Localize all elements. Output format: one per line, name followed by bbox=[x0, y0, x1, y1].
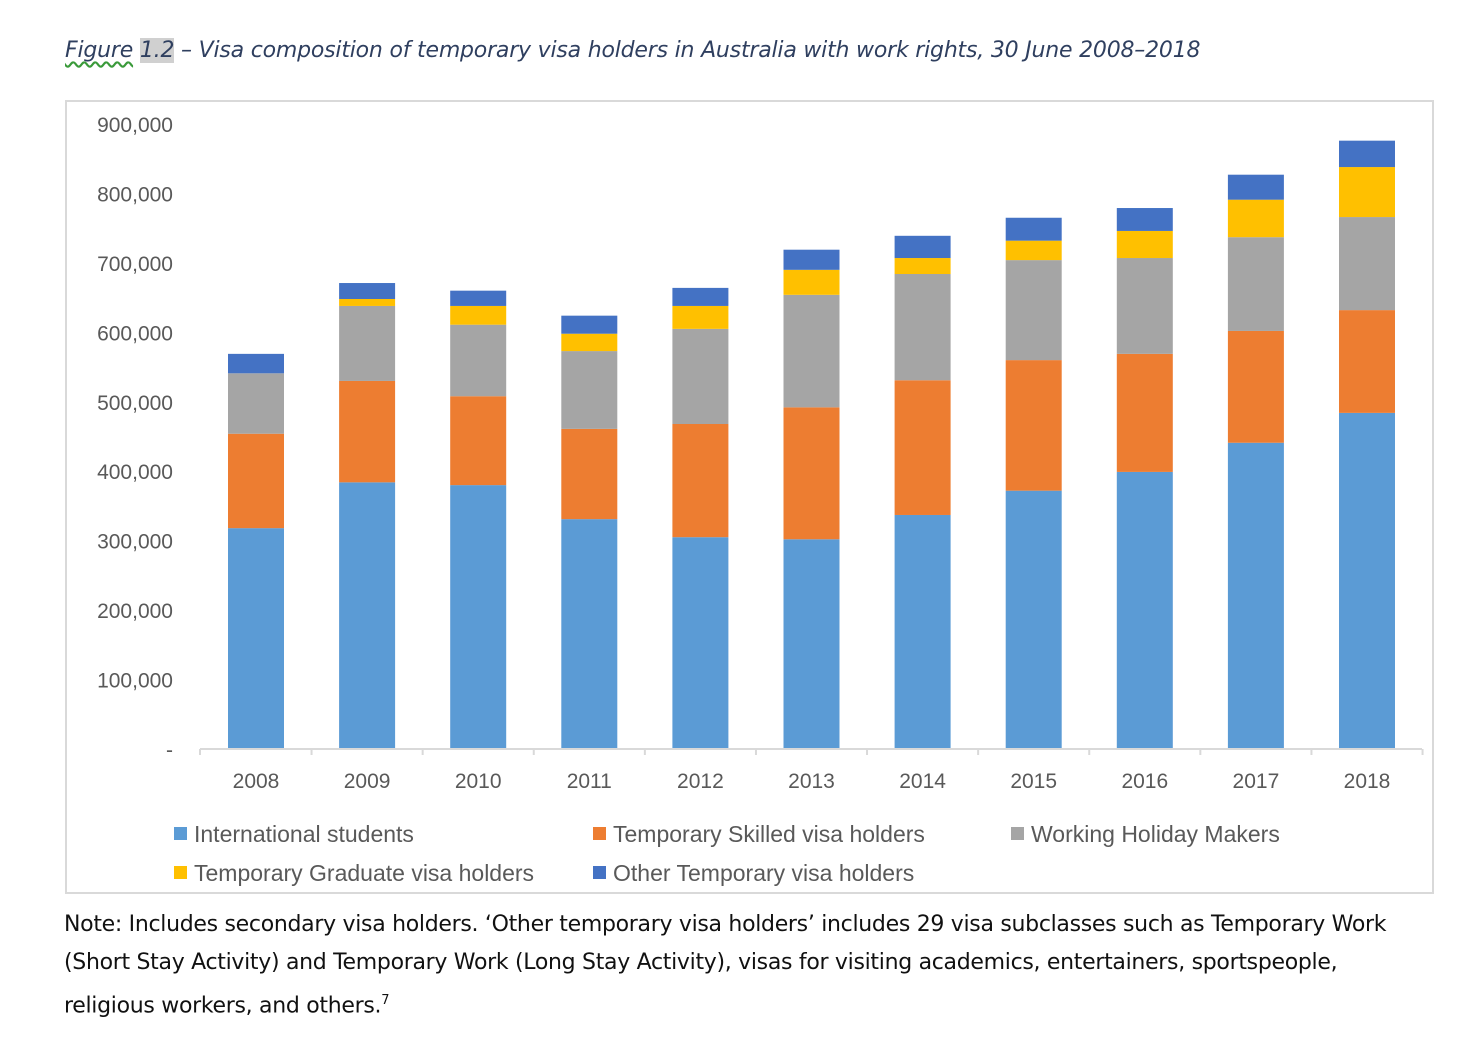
legend-swatch bbox=[174, 827, 187, 840]
bar-segment-temporary-graduate-visa-holders-2009 bbox=[339, 299, 396, 306]
figure-note: Note: Includes secondary visa holders. ‘… bbox=[64, 906, 1424, 1025]
bar-segment-temporary-skilled-visa-holders-2018 bbox=[1339, 310, 1395, 413]
bar-segment-international-students-2013 bbox=[783, 539, 840, 749]
y-axis: - 100,000 200,000 300,000 400,000 500,000 600,… bbox=[97, 114, 173, 762]
x-tick-label: 2008 bbox=[233, 770, 280, 793]
x-tick-label: 2009 bbox=[344, 770, 391, 793]
bar-segment-temporary-graduate-visa-holders-2014 bbox=[894, 258, 951, 274]
x-tick-label: 2011 bbox=[567, 770, 612, 793]
legend-label: Working Holiday Makers bbox=[1031, 821, 1280, 847]
bar-segment-other-temporary-visa-holders-2009 bbox=[339, 283, 396, 299]
bar-segment-temporary-skilled-visa-holders-2011 bbox=[561, 428, 618, 520]
bar-segment-temporary-graduate-visa-holders-2018 bbox=[1339, 167, 1395, 218]
bar-segment-other-temporary-visa-holders-2017 bbox=[1227, 174, 1284, 200]
x-tick-label: 2014 bbox=[899, 770, 946, 793]
x-tick-label: 2010 bbox=[455, 770, 502, 793]
legend: International students Temporary Skilled … bbox=[174, 821, 1280, 886]
bar-segment-temporary-graduate-visa-holders-2017 bbox=[1227, 199, 1284, 238]
bar-segment-temporary-skilled-visa-holders-2013 bbox=[783, 407, 840, 540]
legend-label: Other Temporary visa holders bbox=[613, 860, 914, 886]
bar-segment-other-temporary-visa-holders-2016 bbox=[1116, 208, 1173, 231]
note-text: Note: Includes secondary visa holders. ‘… bbox=[64, 912, 1387, 1019]
bar-segment-working-holiday-makers-2011 bbox=[561, 351, 618, 429]
bar-segment-international-students-2016 bbox=[1116, 471, 1173, 749]
bar-segment-temporary-graduate-visa-holders-2013 bbox=[783, 269, 840, 295]
x-tick-label: 2016 bbox=[1121, 770, 1168, 793]
figure-number: 1.2 bbox=[139, 38, 175, 63]
legend-swatch bbox=[1011, 827, 1024, 840]
legend-label: International students bbox=[194, 821, 414, 847]
y-tick-label: 800,000 bbox=[97, 183, 173, 206]
legend-label: Temporary Skilled visa holders bbox=[613, 821, 925, 847]
bar-segment-other-temporary-visa-holders-2015 bbox=[1005, 217, 1062, 241]
bar-segment-temporary-skilled-visa-holders-2014 bbox=[894, 380, 951, 515]
bar-segment-international-students-2012 bbox=[672, 537, 729, 749]
y-tick-label: 400,000 bbox=[97, 461, 173, 484]
x-tick-label: 2012 bbox=[677, 770, 724, 793]
bar-segment-other-temporary-visa-holders-2008 bbox=[228, 353, 284, 374]
bar-segment-temporary-graduate-visa-holders-2011 bbox=[561, 333, 618, 352]
legend-swatch bbox=[593, 866, 606, 879]
y-tick-label: 500,000 bbox=[97, 392, 173, 415]
bar-segment-temporary-graduate-visa-holders-2016 bbox=[1116, 230, 1173, 259]
y-tick-label: 700,000 bbox=[97, 253, 173, 276]
x-tick-label: 2018 bbox=[1344, 770, 1391, 793]
x-tick-label: 2013 bbox=[788, 770, 835, 793]
bar-segment-working-holiday-makers-2018 bbox=[1339, 217, 1395, 311]
y-tick-label: 100,000 bbox=[97, 670, 173, 693]
bar-segment-working-holiday-makers-2010 bbox=[450, 324, 507, 397]
bar-segment-international-students-2017 bbox=[1227, 442, 1284, 749]
bar-segment-temporary-skilled-visa-holders-2009 bbox=[339, 380, 396, 483]
figure-title: Figure 1.2 – Visa composition of tempora… bbox=[65, 38, 1201, 63]
bar-segment-international-students-2014 bbox=[894, 514, 951, 749]
bar-segment-working-holiday-makers-2016 bbox=[1116, 258, 1173, 354]
bar-segment-international-students-2008 bbox=[228, 528, 284, 749]
bar-segment-working-holiday-makers-2017 bbox=[1227, 237, 1284, 331]
legend-label: Temporary Graduate visa holders bbox=[194, 860, 534, 886]
bar-segment-international-students-2018 bbox=[1339, 412, 1395, 749]
bar-segment-working-holiday-makers-2012 bbox=[672, 328, 729, 424]
x-tick-label: 2017 bbox=[1233, 770, 1280, 793]
y-tick-label: 200,000 bbox=[97, 600, 173, 623]
legend-swatch bbox=[593, 827, 606, 840]
bar-segment-temporary-skilled-visa-holders-2010 bbox=[450, 396, 507, 486]
bar-segment-other-temporary-visa-holders-2010 bbox=[450, 290, 507, 306]
bar-segment-other-temporary-visa-holders-2014 bbox=[894, 235, 951, 259]
figure-title-text: – Visa composition of temporary visa hol… bbox=[174, 38, 1201, 63]
y-tick-label: 900,000 bbox=[97, 114, 173, 137]
bar-segment-working-holiday-makers-2015 bbox=[1005, 260, 1062, 361]
bar-segment-other-temporary-visa-holders-2012 bbox=[672, 287, 729, 306]
bar-segment-other-temporary-visa-holders-2011 bbox=[561, 315, 618, 334]
bar-segment-international-students-2009 bbox=[339, 482, 396, 749]
bar-segment-temporary-skilled-visa-holders-2016 bbox=[1116, 353, 1173, 472]
bar-segment-working-holiday-makers-2013 bbox=[783, 294, 840, 408]
bar-segment-temporary-skilled-visa-holders-2012 bbox=[672, 424, 729, 538]
x-axis: 2008 2009 2010 2011 2012 2013 2014 2015 2016 2017… bbox=[199, 749, 1424, 793]
bar-segment-international-students-2010 bbox=[450, 485, 507, 749]
bar-segment-temporary-graduate-visa-holders-2012 bbox=[672, 305, 729, 329]
bar-segment-other-temporary-visa-holders-2018 bbox=[1339, 140, 1395, 168]
bar-segment-international-students-2011 bbox=[561, 519, 618, 749]
x-tick-label: 2015 bbox=[1010, 770, 1057, 793]
legend-swatch bbox=[174, 866, 187, 879]
bar-segment-temporary-skilled-visa-holders-2017 bbox=[1227, 330, 1284, 443]
bar-segment-working-holiday-makers-2014 bbox=[894, 274, 951, 381]
figure-label: Figure bbox=[65, 38, 134, 63]
bar-segment-temporary-skilled-visa-holders-2015 bbox=[1005, 360, 1062, 491]
chart-frame bbox=[65, 100, 1434, 894]
y-tick-label: - bbox=[166, 739, 173, 762]
bar-segment-working-holiday-makers-2009 bbox=[339, 305, 396, 381]
bar-segment-working-holiday-makers-2008 bbox=[228, 373, 284, 434]
bar-segment-other-temporary-visa-holders-2013 bbox=[783, 249, 840, 270]
y-tick-label: 300,000 bbox=[97, 531, 173, 554]
bar-segment-temporary-graduate-visa-holders-2015 bbox=[1005, 240, 1062, 261]
bars bbox=[228, 140, 1395, 749]
bar-segment-temporary-skilled-visa-holders-2008 bbox=[228, 433, 284, 529]
y-tick-label: 600,000 bbox=[97, 322, 173, 345]
footnote-marker: 7 bbox=[381, 993, 390, 1008]
bar-segment-international-students-2015 bbox=[1005, 490, 1062, 749]
bar-segment-temporary-graduate-visa-holders-2010 bbox=[450, 305, 507, 325]
